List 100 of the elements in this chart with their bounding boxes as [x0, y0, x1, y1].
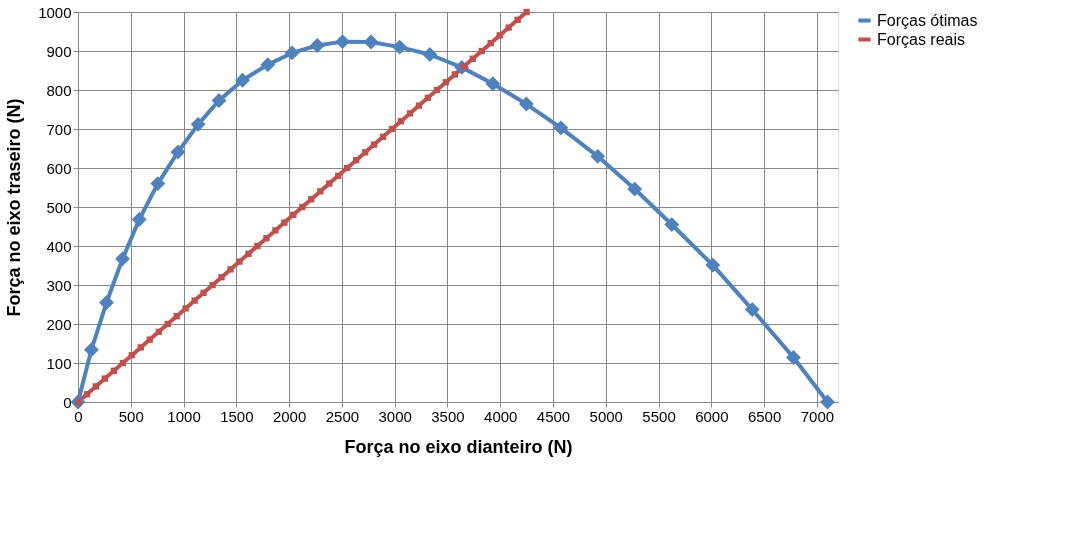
- point: [182, 305, 189, 312]
- point: [190, 116, 206, 132]
- point: [200, 289, 207, 296]
- point: [170, 144, 186, 160]
- point: [406, 110, 414, 117]
- point: [392, 39, 408, 55]
- y-tick-label: 700: [46, 120, 72, 138]
- point: [514, 16, 521, 23]
- y-tick-label: 900: [46, 42, 72, 60]
- point: [424, 94, 432, 101]
- point: [150, 176, 166, 192]
- point: [433, 86, 441, 94]
- x-tick-label: 4500: [536, 407, 571, 425]
- point: [191, 297, 198, 304]
- point: [664, 217, 680, 232]
- point: [235, 72, 250, 88]
- point: [131, 212, 147, 227]
- point: [485, 76, 501, 92]
- x-tick-label: 6000: [695, 407, 729, 425]
- point: [308, 196, 315, 203]
- legend-label: Forças ótimas: [877, 11, 978, 29]
- point: [290, 211, 297, 218]
- y-tick-label: 800: [46, 81, 72, 99]
- point: [553, 120, 569, 136]
- point: [137, 344, 144, 351]
- point: [363, 34, 379, 50]
- x-tick-label: 500: [118, 407, 144, 425]
- y-tick-label: 200: [46, 315, 72, 333]
- x-tick-label: 5500: [642, 407, 676, 425]
- point: [478, 47, 485, 55]
- point: [344, 164, 351, 172]
- point: [487, 40, 494, 47]
- x-tick-label: 6500: [747, 407, 782, 425]
- point: [442, 79, 450, 86]
- point: [388, 125, 396, 133]
- point: [627, 181, 643, 197]
- point: [99, 295, 114, 310]
- point: [146, 336, 153, 343]
- point: [299, 203, 306, 211]
- point: [164, 320, 171, 328]
- point: [115, 251, 130, 267]
- y-tick-label: 300: [46, 276, 72, 294]
- point: [272, 227, 279, 234]
- point: [496, 32, 503, 39]
- point: [335, 172, 342, 179]
- x-tick-label: 3000: [378, 407, 412, 425]
- y-tick-label: 500: [46, 198, 72, 216]
- point: [523, 8, 530, 16]
- point: [119, 359, 127, 367]
- y-tick-label: 400: [46, 237, 72, 255]
- point: [744, 302, 760, 317]
- point: [155, 328, 162, 335]
- point: [590, 148, 606, 164]
- point: [469, 55, 476, 62]
- x-tick-label: 2500: [325, 407, 360, 425]
- point: [786, 350, 801, 365]
- point: [236, 258, 243, 265]
- x-tick-label: 3500: [431, 407, 465, 425]
- point: [173, 313, 180, 320]
- point: [209, 281, 216, 289]
- y-tick-label: 600: [46, 159, 72, 177]
- x-axis-title: Força no eixo dianteiro (N): [344, 436, 573, 457]
- point: [397, 118, 405, 125]
- point: [326, 180, 333, 187]
- point: [83, 391, 91, 398]
- x-tick-label: 4000: [484, 407, 518, 425]
- x-tick-label: 2000: [272, 407, 307, 425]
- point: [263, 235, 270, 242]
- point: [352, 157, 360, 164]
- point: [379, 133, 387, 140]
- point: [281, 219, 288, 226]
- x-tick-label: 7000: [800, 407, 835, 425]
- x-tick-label: 1000: [167, 407, 201, 425]
- legend-label: Forças reais: [877, 30, 966, 48]
- point: [370, 141, 378, 148]
- x-tick-label: 5000: [589, 407, 623, 425]
- point: [335, 34, 350, 50]
- point: [505, 24, 512, 31]
- point: [361, 149, 369, 156]
- point: [92, 383, 100, 390]
- point: [284, 45, 300, 61]
- point: [218, 274, 225, 281]
- point: [83, 342, 99, 358]
- x-tick-label: 1500: [220, 407, 254, 425]
- point: [451, 71, 458, 78]
- point: [128, 352, 135, 359]
- point: [254, 242, 261, 250]
- point: [260, 57, 276, 73]
- point: [110, 367, 118, 374]
- x-tick-label: 0: [74, 407, 83, 425]
- point: [227, 266, 234, 273]
- point: [415, 102, 423, 109]
- point: [705, 257, 721, 273]
- point: [245, 250, 252, 257]
- point: [422, 47, 438, 62]
- point: [317, 188, 324, 195]
- point: [309, 38, 325, 53]
- point: [101, 375, 109, 382]
- y-tick-label: 100: [46, 354, 72, 372]
- y-axis-title: Força no eixo traseiro (N): [4, 98, 25, 317]
